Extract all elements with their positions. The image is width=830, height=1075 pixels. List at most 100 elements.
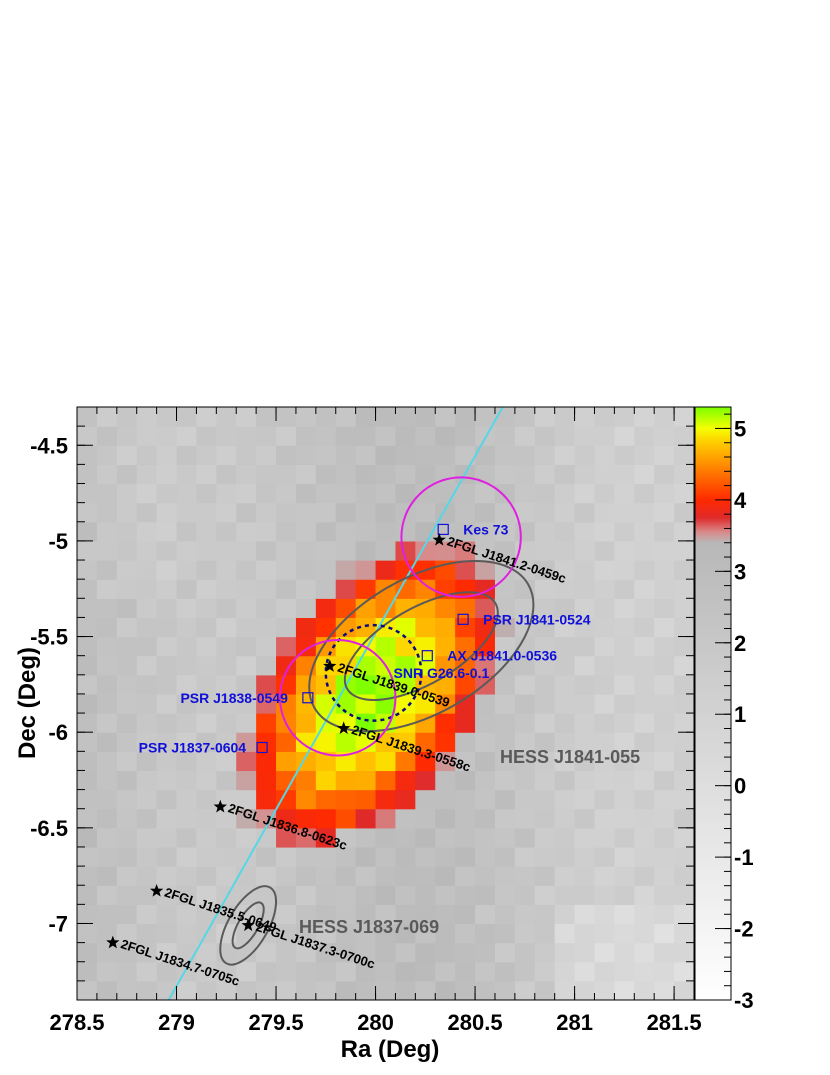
heatmap-cell: [276, 617, 297, 638]
heatmap-cell: [196, 407, 217, 408]
heatmap-cell: [256, 846, 277, 867]
heatmap-cell: [455, 483, 476, 504]
heatmap-cell: [395, 980, 416, 1000]
heatmap-cell: [654, 732, 675, 752]
heatmap-cell: [96, 579, 118, 599]
heatmap-cell: [315, 540, 337, 561]
heatmap-cell: [674, 483, 694, 504]
heatmap-cell: [116, 713, 138, 733]
heatmap-cell: [614, 560, 635, 580]
heatmap-cell: [355, 904, 377, 925]
heatmap-cell: [395, 540, 416, 561]
heatmap-cell: [216, 655, 237, 676]
heatmap-cell: [415, 808, 436, 829]
heatmap-cell: [375, 770, 397, 791]
heatmap-cell: [196, 560, 217, 580]
heatmap-cell: [136, 598, 158, 619]
heatmap-cell: [295, 502, 317, 523]
heatmap-cell: [335, 866, 357, 886]
heatmap-cell: [156, 502, 178, 523]
heatmap-cell: [256, 636, 277, 657]
heatmap-cell: [216, 521, 237, 542]
heatmap-cell: [295, 445, 317, 465]
heatmap-cell: [315, 713, 337, 733]
heatmap-cell: [534, 426, 556, 446]
heatmap-cell: [156, 808, 178, 829]
heatmap-cell: [375, 923, 397, 944]
heatmap-cell: [96, 770, 118, 791]
fermi-star-marker: [323, 659, 337, 672]
heatmap-cell: [614, 483, 635, 504]
heatmap-cell: [594, 846, 615, 867]
heatmap-cell: [196, 617, 217, 638]
heatmap-cell: [614, 617, 635, 638]
counterpart-label: PSR J1837-0604: [139, 739, 247, 755]
heatmap-cell: [116, 674, 138, 695]
heatmap-cell: [494, 617, 516, 638]
heatmap-cell: [216, 751, 237, 772]
heatmap-cell: [594, 483, 615, 504]
heatmap-cell: [176, 464, 198, 485]
heatmap-cell: [674, 560, 694, 580]
heatmap-cell: [654, 674, 675, 695]
heatmap-cell: [77, 980, 98, 1000]
heatmap-cell: [295, 923, 317, 944]
heatmap-cell: [116, 693, 138, 714]
heatmap-cell: [156, 579, 178, 599]
heatmap-cell: [136, 407, 158, 427]
heatmap-cell: [494, 521, 516, 542]
heatmap-cell: [395, 560, 416, 580]
heatmap-cell: [295, 808, 317, 829]
heatmap-cell: [276, 521, 297, 542]
heatmap-cell: [315, 426, 337, 446]
heatmap-cell: [375, 483, 397, 504]
heatmap-cell: [315, 732, 337, 752]
y-tick-label: -6.5: [30, 816, 68, 841]
heatmap-cell: [77, 923, 98, 944]
heatmap-cell: [236, 579, 257, 599]
heatmap-cell: [315, 560, 337, 580]
heatmap-cell: [494, 732, 516, 752]
heatmap-cell: [455, 502, 476, 523]
heatmap-cell: [295, 961, 317, 982]
heatmap-cell: [295, 674, 317, 695]
heatmap-cell: [77, 407, 98, 408]
heatmap-cell: [654, 693, 675, 714]
heatmap-cell: [494, 789, 516, 810]
heatmap-cell: [136, 732, 158, 752]
heatmap-cell: [554, 751, 576, 772]
heatmap-cell: [614, 827, 635, 848]
heatmap-cell: [514, 827, 536, 848]
heatmap-cell: [415, 617, 436, 638]
heatmap-cell: [554, 885, 576, 905]
heatmap-cell: [574, 693, 596, 714]
heatmap-cell: [534, 961, 556, 982]
heatmap-cell: [276, 751, 297, 772]
heatmap-cell: [415, 789, 436, 810]
heatmap-cell: [276, 770, 297, 791]
heatmap-cell: [136, 693, 158, 714]
heatmap-cell: [674, 713, 694, 733]
heatmap-cell: [594, 521, 615, 542]
heatmap-cell: [534, 827, 556, 848]
heatmap-cell: [634, 579, 655, 599]
heatmap-cell: [674, 751, 694, 772]
heatmap-cell: [375, 789, 397, 810]
fermi-star-marker: [241, 918, 255, 932]
heatmap-cell: [315, 617, 337, 638]
heatmap-cell: [494, 827, 516, 848]
heatmap-cell: [315, 846, 337, 867]
heatmap-cell: [276, 407, 297, 408]
heatmap-cell: [634, 732, 655, 752]
heatmap-cell: [216, 980, 237, 1000]
heatmap-cell: [654, 808, 675, 829]
heatmap-cell: [674, 961, 694, 982]
heatmap-cell: [494, 713, 516, 733]
heatmap-cell: [415, 426, 436, 446]
heatmap-cell: [395, 732, 416, 752]
heatmap-cell: [614, 407, 635, 408]
heatmap-cell: [256, 464, 277, 485]
heatmap-cell: [395, 464, 416, 485]
heatmap-cell: [614, 464, 635, 485]
heatmap-cell: [654, 483, 675, 504]
